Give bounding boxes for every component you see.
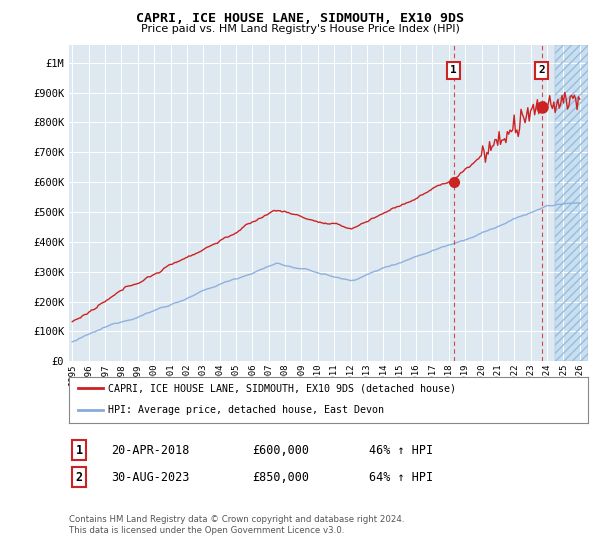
- Text: Contains HM Land Registry data © Crown copyright and database right 2024.: Contains HM Land Registry data © Crown c…: [69, 515, 404, 524]
- Bar: [555, 45, 588, 361]
- Text: 64% ↑ HPI: 64% ↑ HPI: [369, 470, 433, 484]
- Text: £600,000: £600,000: [252, 444, 309, 457]
- Text: 20-APR-2018: 20-APR-2018: [111, 444, 190, 457]
- Text: Price paid vs. HM Land Registry's House Price Index (HPI): Price paid vs. HM Land Registry's House …: [140, 24, 460, 34]
- Text: This data is licensed under the Open Government Licence v3.0.: This data is licensed under the Open Gov…: [69, 526, 344, 535]
- Text: £850,000: £850,000: [252, 470, 309, 484]
- Text: 2: 2: [76, 470, 83, 484]
- Text: 30-AUG-2023: 30-AUG-2023: [111, 470, 190, 484]
- Text: CAPRI, ICE HOUSE LANE, SIDMOUTH, EX10 9DS (detached house): CAPRI, ICE HOUSE LANE, SIDMOUTH, EX10 9D…: [108, 384, 456, 393]
- Text: HPI: Average price, detached house, East Devon: HPI: Average price, detached house, East…: [108, 405, 384, 415]
- Bar: [555, 45, 588, 361]
- Text: 2: 2: [538, 65, 545, 75]
- Text: 1: 1: [451, 65, 457, 75]
- Text: CAPRI, ICE HOUSE LANE, SIDMOUTH, EX10 9DS: CAPRI, ICE HOUSE LANE, SIDMOUTH, EX10 9D…: [136, 12, 464, 25]
- Text: 46% ↑ HPI: 46% ↑ HPI: [369, 444, 433, 457]
- Text: 1: 1: [76, 444, 83, 457]
